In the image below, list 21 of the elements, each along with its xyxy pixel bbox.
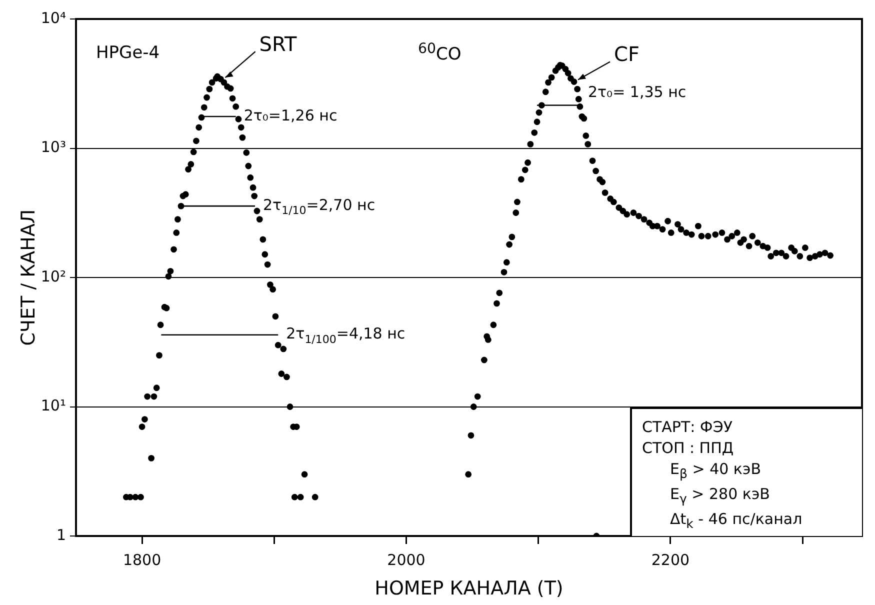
annotation: 2τ₀=1,26 нс xyxy=(244,106,338,124)
y-tick-label: 10⁴ xyxy=(40,8,66,27)
annotation: HPGe-4 xyxy=(96,43,160,63)
x-tick-label: 2200 xyxy=(651,550,690,569)
x-tick-label: 2000 xyxy=(387,550,426,569)
annotation: CF xyxy=(614,42,640,66)
y-tick-label: 10² xyxy=(40,267,66,286)
annotation: Δt$_{k}$ - 46 пс/канал xyxy=(669,508,804,533)
annotation: SRT xyxy=(259,32,298,56)
y-tick-label: 10³ xyxy=(40,138,66,156)
annotation: E$_{β}$ > 40 кэВ xyxy=(669,458,762,483)
y-axis-title: СЧЕТ / КАНАЛ xyxy=(17,209,40,346)
annotation: СТАРТ: ФЭУ xyxy=(642,416,734,438)
annotation: СТОП : ППД xyxy=(642,438,735,459)
y-tick-label: 1 xyxy=(56,526,66,544)
x-tick-label: 1800 xyxy=(122,550,162,569)
y-tick-label: 10¹ xyxy=(40,396,66,415)
annotation: E$_{γ}$ > 280 кэВ xyxy=(669,484,771,508)
annotation: 2τ₀= 1,35 нс xyxy=(588,83,686,102)
annotation: $^{60}$CO xyxy=(418,41,462,65)
x-axis-title: НОМЕР КАНАЛА (T) xyxy=(374,578,564,600)
